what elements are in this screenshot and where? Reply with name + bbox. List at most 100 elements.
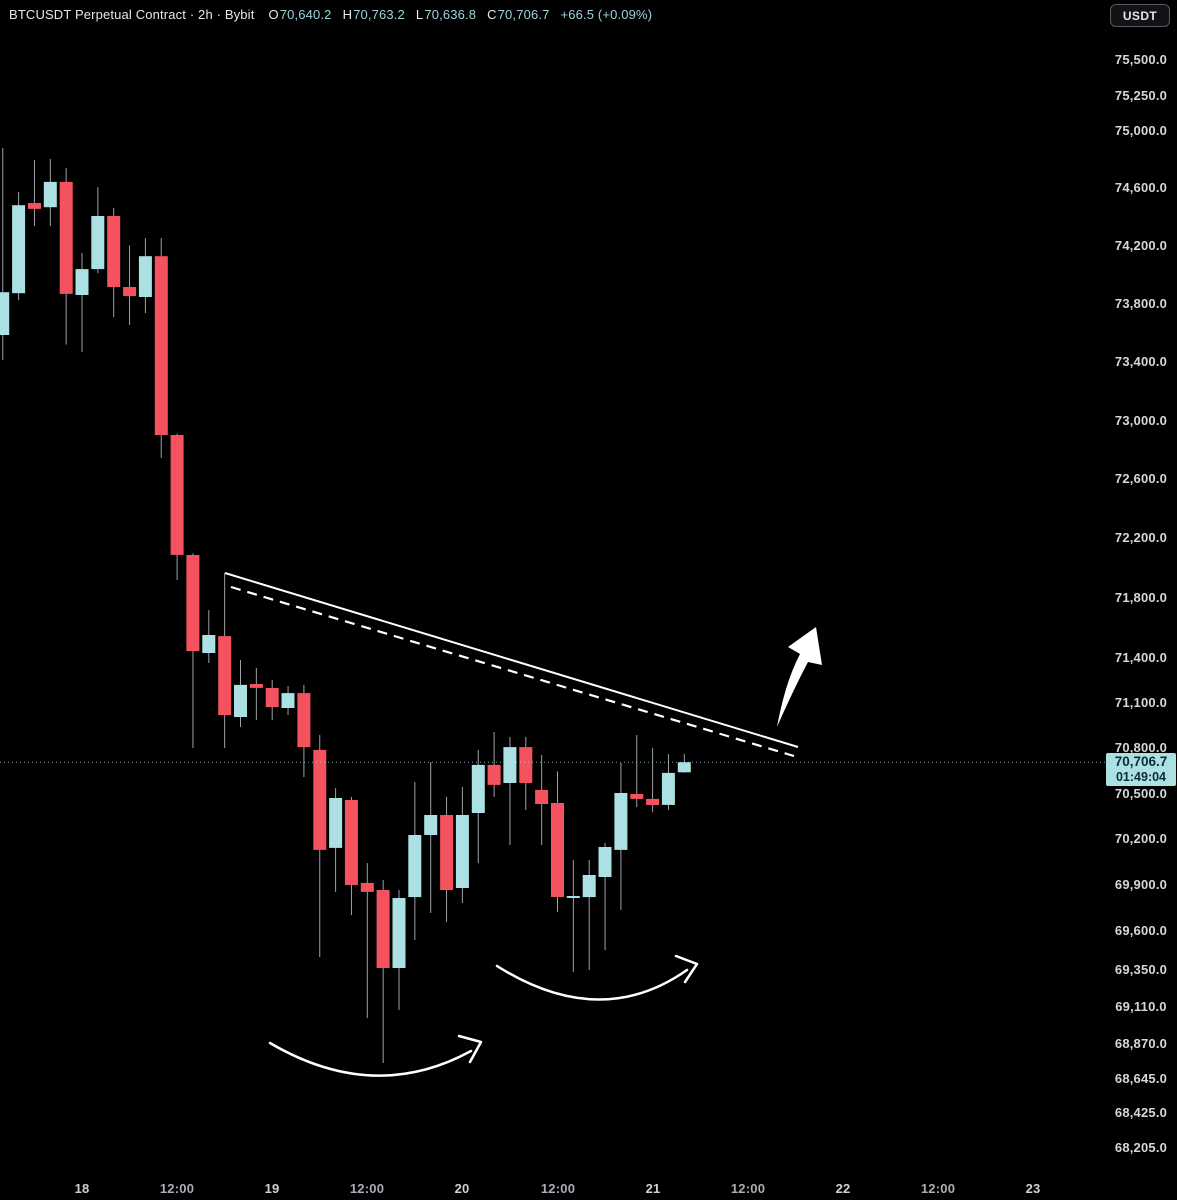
price-tick-label: 73,000.0 xyxy=(1114,413,1168,428)
price-tick-label: 74,200.0 xyxy=(1114,238,1168,253)
candle xyxy=(234,660,247,727)
candles-layer xyxy=(0,148,691,1063)
price-tick-label: 75,500.0 xyxy=(1114,52,1168,67)
time-axis[interactable]: 18 12:00 19 12:00 20 12:00 21 12:00 22 12:00 23 xyxy=(0,1175,1177,1200)
candle xyxy=(646,748,660,812)
time-tick-label: 12:00 xyxy=(730,1181,766,1196)
open-value: 70,640.2 xyxy=(279,7,332,22)
candle xyxy=(91,187,105,274)
candle xyxy=(170,433,184,581)
time-tick-label: 18 xyxy=(74,1181,90,1196)
candle xyxy=(535,754,549,845)
time-tick-label: 12:00 xyxy=(540,1181,576,1196)
candle xyxy=(313,735,327,957)
candle xyxy=(123,245,137,325)
time-tick-label: 20 xyxy=(454,1181,470,1196)
price-tick-label: 72,200.0 xyxy=(1114,530,1168,545)
price-tick-label: 71,800.0 xyxy=(1114,590,1168,605)
candle xyxy=(471,749,485,864)
price-tick-label: 72,600.0 xyxy=(1114,471,1168,486)
time-tick-label: 19 xyxy=(264,1181,280,1196)
price-tick-label: 75,250.0 xyxy=(1114,88,1168,103)
candle xyxy=(661,754,675,810)
candle xyxy=(218,572,232,748)
candle xyxy=(43,159,57,227)
price-tick-label: 69,900.0 xyxy=(1114,877,1168,892)
candle xyxy=(344,796,358,915)
price-tick-label: 69,350.0 xyxy=(1114,962,1168,977)
breakout-up-arrow[interactable] xyxy=(777,627,822,727)
currency-unit-button[interactable]: USDT xyxy=(1110,4,1170,27)
candle xyxy=(297,684,311,777)
close-value: 70,706.7 xyxy=(497,7,550,22)
candle xyxy=(154,238,168,458)
price-tick-label: 68,645.0 xyxy=(1114,1071,1168,1086)
price-tick-label: 68,425.0 xyxy=(1114,1105,1168,1120)
candle xyxy=(440,796,454,923)
price-tick-label: 73,800.0 xyxy=(1114,296,1168,311)
price-chart-plot[interactable] xyxy=(0,0,1105,1175)
symbol-title: BTCUSDT Perpetual Contract · 2h · Bybit xyxy=(9,7,255,22)
candle xyxy=(503,736,517,845)
time-tick-label: 12:00 xyxy=(349,1181,385,1196)
price-tick-label: 69,600.0 xyxy=(1114,923,1168,938)
candle xyxy=(249,668,263,720)
candle xyxy=(392,890,406,1010)
time-tick-label: 21 xyxy=(645,1181,661,1196)
price-tick-label: 68,205.0 xyxy=(1114,1140,1168,1155)
change-value: +66.5 (+0.09%) xyxy=(560,7,653,22)
candle xyxy=(598,843,612,951)
ohlc-values: O70,640.2 H70,763.2 L70,636.8 C70,706.7 … xyxy=(268,7,652,22)
time-tick-label: 22 xyxy=(835,1181,851,1196)
price-axis[interactable]: 70,706.7 01:49:04 75,500.0 75,250.0 75,000… xyxy=(1105,0,1177,1175)
rounded-bottom-arrow-1[interactable] xyxy=(268,1034,483,1077)
candle xyxy=(281,686,295,716)
candle xyxy=(329,788,343,892)
time-tick-label: 23 xyxy=(1025,1181,1041,1196)
candle xyxy=(360,863,374,1019)
candle xyxy=(0,148,10,360)
candle xyxy=(614,762,628,910)
candle xyxy=(487,732,501,797)
open-label: O xyxy=(268,7,279,22)
candle xyxy=(677,753,691,773)
price-tick-label: 74,600.0 xyxy=(1114,180,1168,195)
rounded-bottom-arrow-2[interactable] xyxy=(495,954,699,1001)
candle xyxy=(12,192,26,301)
high-label: H xyxy=(342,7,353,22)
candle xyxy=(582,860,596,970)
price-tick-label: 69,110.0 xyxy=(1115,999,1167,1014)
price-tick-label: 71,100.0 xyxy=(1114,695,1168,710)
candle xyxy=(566,860,580,972)
candle xyxy=(519,736,533,810)
candle xyxy=(138,238,152,313)
chart-legend: BTCUSDT Perpetual Contract · 2h · Bybit … xyxy=(9,7,652,22)
trendline-solid[interactable] xyxy=(224,572,799,748)
price-tick-label: 70,200.0 xyxy=(1114,831,1168,846)
candle xyxy=(28,160,41,227)
candle xyxy=(408,782,422,941)
price-tick-label: 68,870.0 xyxy=(1114,1036,1168,1051)
close-label: C xyxy=(487,7,497,22)
trendline-dashed[interactable] xyxy=(230,585,795,758)
candle xyxy=(424,762,438,913)
candle xyxy=(455,786,469,903)
candle xyxy=(59,168,73,345)
candle xyxy=(107,207,121,318)
time-tick-label: 12:00 xyxy=(159,1181,195,1196)
low-value: 70,636.8 xyxy=(424,7,477,22)
candle xyxy=(202,610,216,663)
candle xyxy=(551,771,564,912)
current-price-badge: 70,706.7 01:49:04 xyxy=(1106,753,1176,786)
price-tick-label: 73,400.0 xyxy=(1114,354,1168,369)
bar-countdown: 01:49:04 xyxy=(1115,770,1167,784)
low-label: L xyxy=(415,7,424,22)
time-tick-label: 12:00 xyxy=(920,1181,956,1196)
candle xyxy=(265,679,279,720)
price-tick-label: 71,400.0 xyxy=(1114,650,1168,665)
candle xyxy=(630,735,644,807)
price-tick-label: 75,000.0 xyxy=(1114,123,1168,138)
price-tick-label: 70,500.0 xyxy=(1114,786,1168,801)
candle xyxy=(75,253,89,352)
